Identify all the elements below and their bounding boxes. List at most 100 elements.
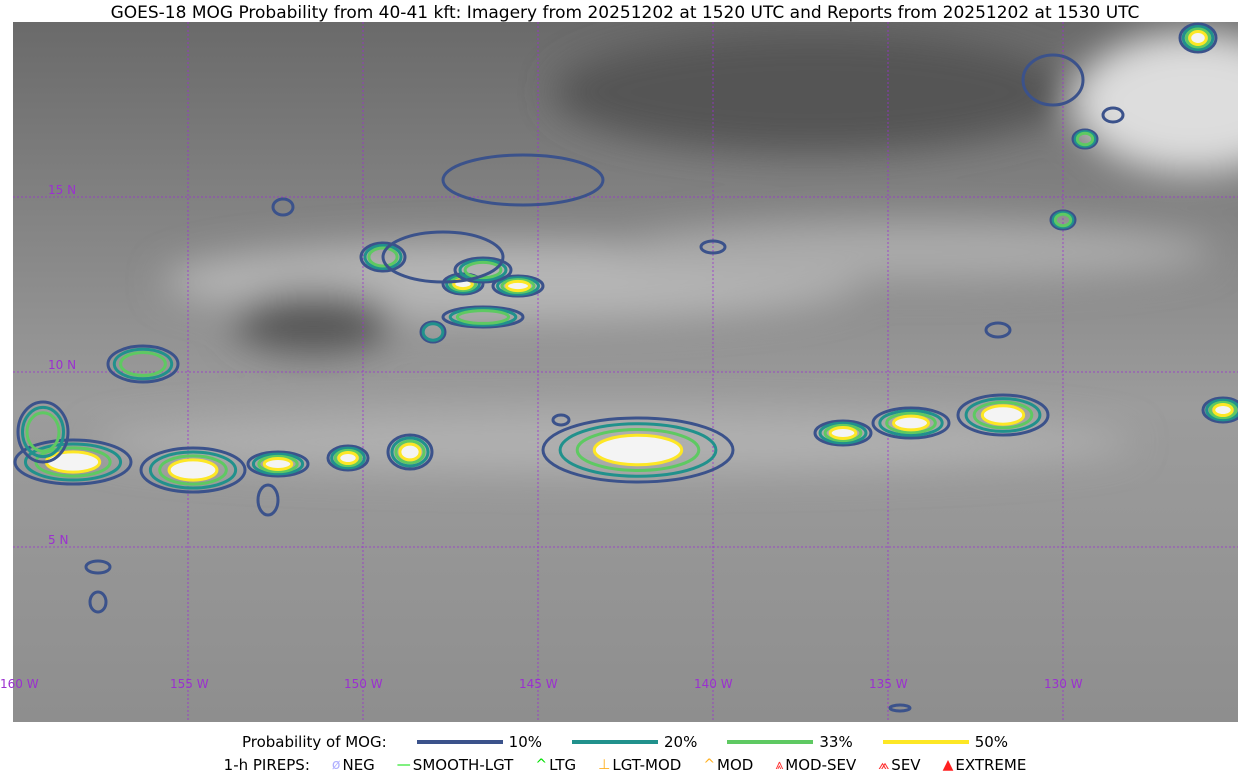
- contour-10: [541, 416, 735, 484]
- contour-10: [491, 274, 545, 298]
- legend-33: 33%: [819, 733, 853, 751]
- contour-20: [251, 452, 305, 476]
- contour-10: [1101, 106, 1125, 124]
- contour-20: [1181, 25, 1215, 51]
- pirep-lgt-mod: LGT-MOD: [612, 756, 682, 774]
- contour-50: [892, 414, 930, 432]
- lat-lon-grid: [13, 22, 1238, 722]
- contour-10: [271, 197, 295, 217]
- contour-20: [21, 405, 65, 459]
- lon-label: 130 W: [1044, 677, 1083, 691]
- contour-20: [1051, 211, 1075, 229]
- contour-10: [888, 703, 912, 713]
- contour-10: [84, 559, 112, 575]
- contour-50: [1188, 30, 1208, 46]
- pirep-legend: 1-h PIREPS: ø NEG — SMOOTH-LGT ^ LTG ⊥ LGT-M…: [0, 756, 1250, 774]
- contour-20: [878, 409, 944, 437]
- contour-33: [463, 260, 503, 280]
- contour-20: [458, 258, 508, 282]
- contour-10: [441, 305, 525, 329]
- contour-20: [363, 244, 403, 270]
- contour-10: [1178, 22, 1218, 54]
- contour-50: [505, 279, 531, 293]
- contour-50: [262, 456, 294, 472]
- contour-10: [984, 321, 1012, 339]
- contour-50: [398, 442, 422, 462]
- contour-10: [359, 241, 407, 273]
- filled-triangle-icon: ▲: [942, 757, 954, 773]
- pirep-ltg: LTG: [549, 756, 577, 774]
- pirep-neg: NEG: [342, 756, 375, 774]
- lat-label: 5 N: [48, 533, 69, 547]
- contour-20: [1073, 130, 1097, 148]
- contour-20: [390, 436, 430, 468]
- contour-20: [558, 422, 718, 478]
- contour-10: [441, 153, 605, 207]
- contour-10: [1201, 396, 1238, 424]
- contour-50: [980, 404, 1026, 426]
- contour-33: [1184, 27, 1212, 49]
- pirep-mod-sev: MOD-SEV: [785, 756, 857, 774]
- contour-50: [592, 433, 684, 467]
- contour-20: [421, 322, 445, 342]
- lon-label: 140 W: [694, 677, 733, 691]
- pirep-sev: SEV: [891, 756, 921, 774]
- contour-10: [326, 444, 370, 472]
- contour-33: [333, 448, 363, 468]
- contour-33: [1053, 212, 1073, 228]
- contour-10: [381, 230, 505, 284]
- double-caret-bar-icon: ⩓: [775, 757, 784, 773]
- contour-33: [823, 423, 863, 443]
- caret-icon: ^: [703, 757, 716, 773]
- contour-10: [813, 419, 873, 447]
- caret-icon: ^: [535, 757, 548, 773]
- contour-10: [453, 256, 513, 284]
- contour-10: [88, 590, 108, 614]
- double-caret-icon: ⩕: [878, 757, 890, 773]
- contour-33: [885, 411, 937, 435]
- contour-33: [1075, 131, 1095, 147]
- pirep-mod: MOD: [717, 756, 754, 774]
- lon-label: 155 W: [170, 677, 209, 691]
- contour-10: [256, 483, 280, 517]
- contour-10: [139, 446, 247, 494]
- contour-50: [1212, 402, 1234, 418]
- pirep-smooth-lgt: SMOOTH-LGT: [412, 756, 514, 774]
- contour-50: [337, 450, 359, 466]
- contour-20: [148, 450, 238, 490]
- contour-20: [112, 347, 174, 381]
- contour-20: [23, 442, 123, 482]
- swatch-50: [882, 740, 969, 744]
- probability-legend-label: Probability of MOG:: [241, 733, 387, 751]
- lon-label: 150 W: [344, 677, 383, 691]
- contour-50: [44, 450, 102, 474]
- lon-label: 145 W: [519, 677, 558, 691]
- contour-20: [818, 421, 868, 445]
- contour-33: [394, 439, 426, 465]
- caret-bar-icon: ⊥: [598, 757, 611, 773]
- contour-10: [956, 393, 1050, 437]
- contour-33: [1208, 400, 1238, 420]
- contour-50: [167, 458, 219, 482]
- contour-10: [13, 438, 133, 486]
- contour-33: [158, 454, 228, 486]
- lat-label: 10 N: [48, 358, 77, 372]
- contour-10: [419, 320, 447, 344]
- contour-10: [1071, 128, 1099, 150]
- contour-20: [330, 446, 366, 470]
- contour-10: [551, 413, 571, 427]
- contour-33: [119, 350, 167, 378]
- contour-33: [25, 411, 61, 453]
- contour-10: [16, 400, 70, 464]
- satellite-map: [13, 22, 1238, 722]
- contour-20: [964, 397, 1042, 433]
- contour-33: [972, 400, 1034, 430]
- legend-50: 50%: [974, 733, 1009, 751]
- legend-20: 20%: [664, 733, 698, 751]
- line-icon: —: [396, 757, 411, 773]
- contour-33: [500, 278, 536, 294]
- mog-contours: [13, 22, 1238, 713]
- contour-33: [575, 428, 701, 472]
- contour-10: [106, 344, 180, 384]
- contour-10: [871, 406, 951, 440]
